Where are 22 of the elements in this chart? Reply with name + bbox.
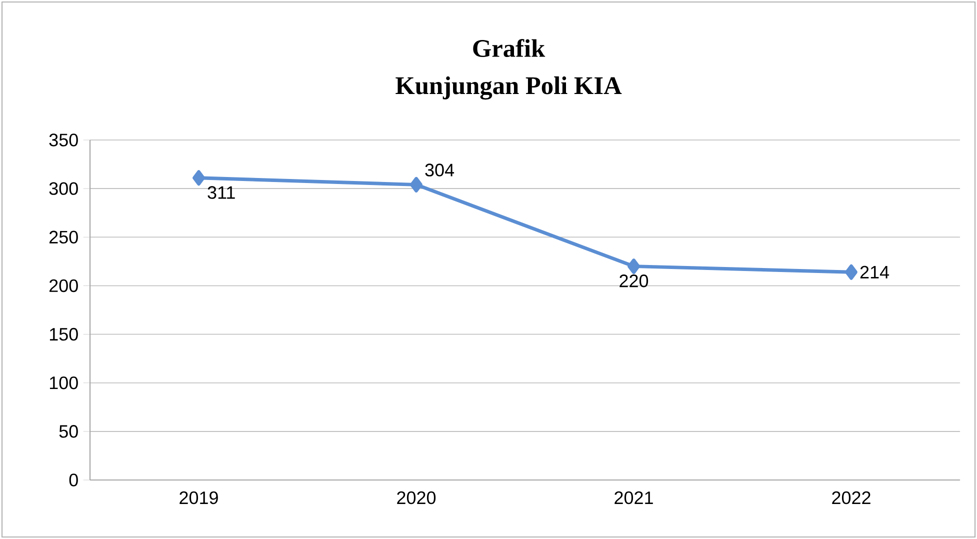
point xyxy=(192,170,205,186)
y-tick-label: 200 xyxy=(49,279,78,292)
y-tick-label: 250 xyxy=(49,230,78,244)
x-tick-label: 2020 xyxy=(397,491,436,504)
x-tick-label: 2021 xyxy=(614,491,653,504)
x-tick-label: 2022 xyxy=(832,491,870,504)
x-tick-label: 2019 xyxy=(180,491,218,504)
chart-title: Grafik xyxy=(473,38,546,58)
data-label: 220 xyxy=(620,274,648,288)
y-tick-label: 0 xyxy=(69,474,78,486)
data-label: 311 xyxy=(208,186,235,199)
y-tick-label: 350 xyxy=(49,134,78,146)
data-label: 304 xyxy=(425,164,454,176)
data-label: 214 xyxy=(860,266,890,278)
point xyxy=(845,264,858,280)
point xyxy=(628,258,640,274)
y-tick-label: 300 xyxy=(49,182,78,195)
chart-subtitle: Kunjungan Poli KIA xyxy=(396,76,622,100)
y-tick-label: 50 xyxy=(59,425,78,438)
y-tick-label: 100 xyxy=(50,376,78,390)
y-tick-label: 150 xyxy=(50,328,78,341)
point xyxy=(410,176,422,192)
